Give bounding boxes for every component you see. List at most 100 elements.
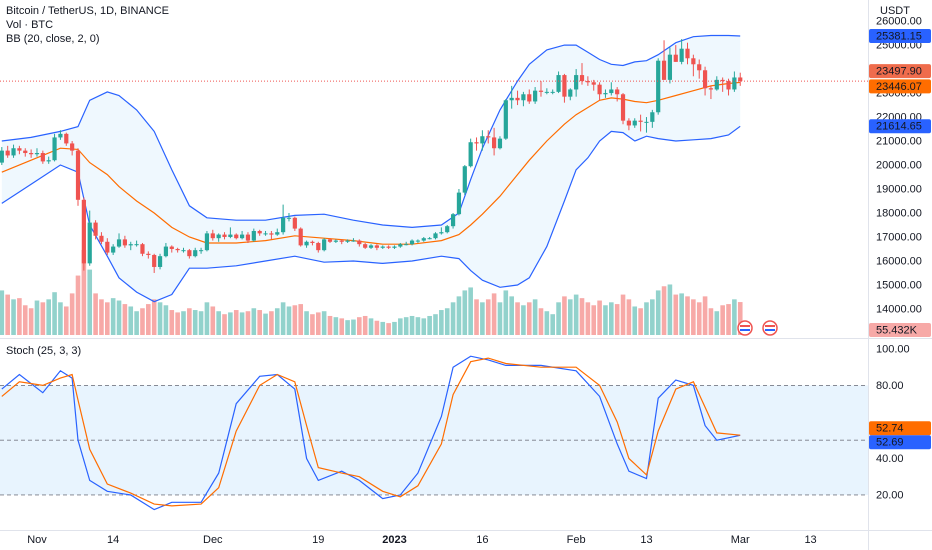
y-tick-label: 14000.00 xyxy=(876,303,922,315)
volume-bar xyxy=(650,299,655,335)
volume-bar xyxy=(655,290,661,335)
candle-body xyxy=(650,112,655,122)
candle-body xyxy=(116,239,122,247)
candle-body xyxy=(515,97,520,101)
candle-body xyxy=(720,79,725,82)
candle-body xyxy=(626,120,631,126)
volume-bar xyxy=(233,310,239,335)
volume-bar xyxy=(638,308,643,335)
stoch-d-label-box xyxy=(869,421,931,436)
volume-bar xyxy=(46,299,52,335)
candle-body xyxy=(163,246,169,257)
candle-body xyxy=(198,250,204,252)
x-tick-label: 13 xyxy=(640,534,652,546)
event-icon-flag xyxy=(765,329,775,331)
volume-bar xyxy=(702,296,708,335)
candle-body xyxy=(738,77,743,82)
bb-title: BB (20, close, 2, 0) xyxy=(6,33,100,45)
volume-bar xyxy=(17,298,22,335)
volume-bar xyxy=(105,302,110,335)
y-tick-label: 19000.00 xyxy=(876,183,922,195)
volume-bar xyxy=(409,315,415,335)
y-tick-label: 17000.00 xyxy=(876,231,922,243)
volume-bar xyxy=(257,310,262,335)
volume-bar xyxy=(403,317,409,335)
volume-bar xyxy=(251,308,257,335)
x-tick-label: Nov xyxy=(27,534,47,546)
x-tick-label: 16 xyxy=(476,534,488,546)
candle-body xyxy=(585,81,590,83)
x-tick-label: Feb xyxy=(567,534,586,546)
candle-body xyxy=(23,150,28,154)
event-icon[interactable] xyxy=(737,320,753,336)
candle-body xyxy=(111,246,116,253)
volume-bar xyxy=(40,302,46,335)
volume-bar xyxy=(239,312,245,335)
y-tick-label: 21000.00 xyxy=(876,135,922,147)
candle-body xyxy=(568,89,573,97)
stoch-line xyxy=(1,355,741,511)
volume-bar xyxy=(351,319,356,335)
plot-layer: 14000.00 15000.00 16000.00 17000.00 18000.00… xyxy=(0,16,931,546)
bb-basis xyxy=(1,81,741,245)
volume-bar xyxy=(509,296,514,335)
volume-bar xyxy=(228,312,233,335)
candle-body xyxy=(210,233,215,239)
volume-bar xyxy=(116,300,122,335)
volume-bar xyxy=(626,299,632,335)
candle-body xyxy=(11,148,16,156)
candle-body xyxy=(427,238,432,240)
candle-body xyxy=(64,133,69,144)
volume-bar xyxy=(75,275,81,335)
candle-body xyxy=(456,192,462,215)
candle-body xyxy=(99,235,104,242)
candle-body xyxy=(5,150,10,156)
volume-bar xyxy=(304,311,309,335)
volume-bar xyxy=(210,306,216,335)
candle-body xyxy=(462,166,467,193)
volume-bar xyxy=(128,306,134,335)
y-tick-label: 26000.00 xyxy=(876,16,922,28)
event-icon[interactable] xyxy=(762,320,778,336)
candle-body xyxy=(193,250,198,257)
candle-body xyxy=(468,142,473,167)
volume-bar xyxy=(439,310,444,335)
volume-bar xyxy=(392,321,397,335)
candle-body xyxy=(339,240,344,242)
stoch-k-label: 52.69 xyxy=(876,437,904,449)
x-tick-label: Dec xyxy=(203,534,223,546)
volume-bar xyxy=(286,306,292,335)
candle-body xyxy=(322,239,327,251)
candle-body xyxy=(81,199,86,264)
candle-body xyxy=(697,64,702,71)
volume-bar xyxy=(591,305,597,335)
volume-bar xyxy=(169,310,175,335)
volume-bar xyxy=(562,296,567,335)
candle-body xyxy=(93,222,98,236)
candle-body xyxy=(52,137,57,161)
volume-bar xyxy=(433,314,438,335)
volume-bar xyxy=(714,311,720,335)
candle-body xyxy=(304,241,309,246)
volume-bar xyxy=(198,311,204,335)
candle-body xyxy=(632,120,637,126)
volume-bar xyxy=(374,320,380,335)
volume-bar xyxy=(609,302,614,335)
volume-bar xyxy=(163,305,169,335)
volume-last-label-box xyxy=(869,323,931,337)
candle-body xyxy=(75,150,81,200)
candle-body xyxy=(480,136,485,144)
volume-bar xyxy=(550,314,556,335)
volume-last-label: 55.432K xyxy=(876,324,918,336)
candle-body xyxy=(544,91,549,93)
candle-body xyxy=(673,54,678,62)
candle-body xyxy=(538,90,544,92)
volume-bar xyxy=(93,293,98,335)
x-tick-label: 2023 xyxy=(382,534,406,546)
volume-bar xyxy=(298,304,304,335)
candle-body xyxy=(374,245,379,248)
volume-bar xyxy=(99,299,104,335)
candle-body xyxy=(327,239,333,242)
candle-body xyxy=(579,75,585,82)
